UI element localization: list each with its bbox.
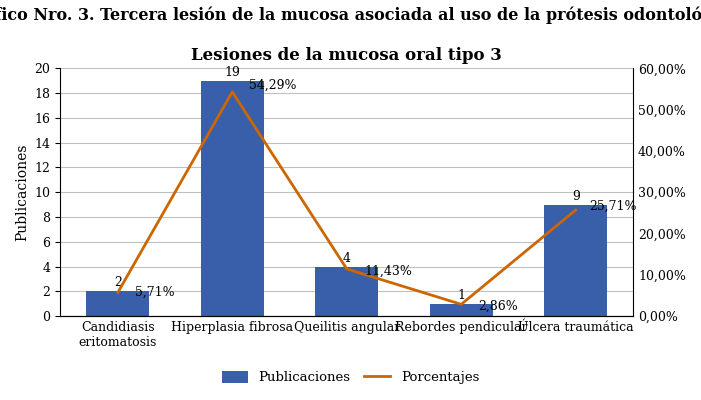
- Porcentajes: [228, 90, 236, 94]
- Y-axis label: Publicaciones: Publicaciones: [15, 144, 29, 241]
- Text: 54,29%: 54,29%: [250, 79, 297, 92]
- Bar: [200, 81, 264, 316]
- Bar: [544, 205, 607, 316]
- Porcentajes: [571, 208, 580, 212]
- Text: 11,43%: 11,43%: [364, 264, 411, 278]
- Porcentajes: [457, 302, 465, 307]
- Line: Porcentajes: Porcentajes: [118, 92, 576, 304]
- Bar: [430, 304, 493, 316]
- Text: 25,71%: 25,71%: [590, 199, 637, 212]
- Text: 5,71%: 5,71%: [135, 286, 175, 299]
- Bar: [315, 266, 379, 316]
- Porcentajes: [114, 290, 122, 295]
- Text: 19: 19: [224, 66, 240, 79]
- Text: 2,86%: 2,86%: [478, 300, 518, 313]
- Title: Lesiones de la mucosa oral tipo 3: Lesiones de la mucosa oral tipo 3: [191, 47, 502, 64]
- Text: 1: 1: [457, 289, 465, 302]
- Bar: [86, 291, 149, 316]
- Text: Gráfico Nro. 3. Tercera lesión de la mucosa asociada al uso de la prótesis odont: Gráfico Nro. 3. Tercera lesión de la muc…: [0, 6, 701, 24]
- Porcentajes: [343, 266, 351, 271]
- Legend: Publicaciones, Porcentajes: Publicaciones, Porcentajes: [217, 366, 484, 390]
- Text: 2: 2: [114, 276, 122, 290]
- Text: 4: 4: [343, 252, 350, 265]
- Text: 9: 9: [572, 190, 580, 203]
